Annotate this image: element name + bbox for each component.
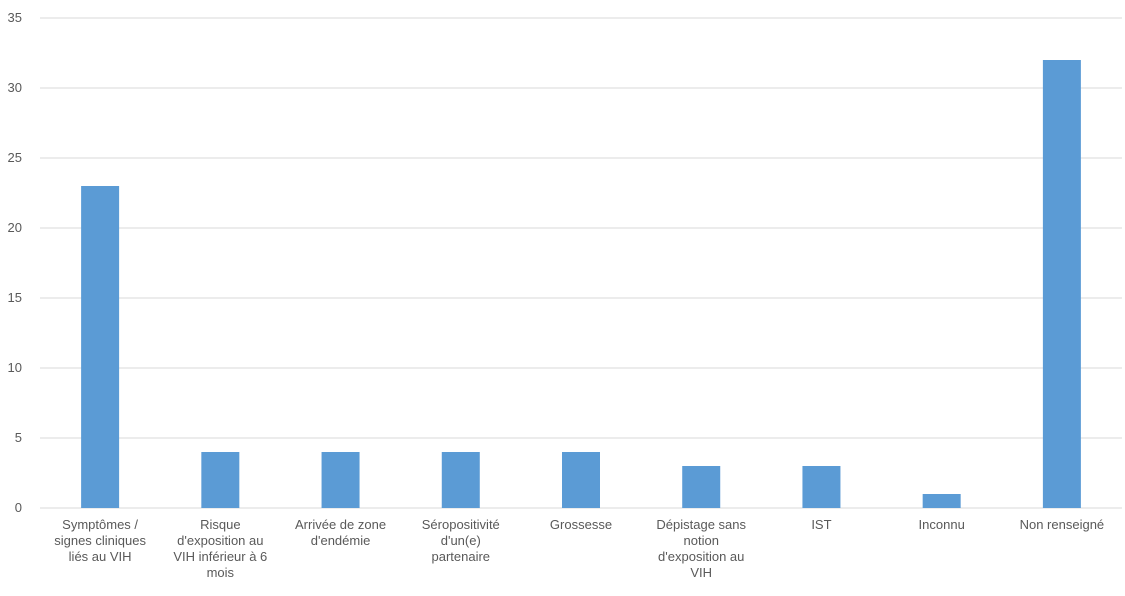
bar xyxy=(802,466,841,508)
bar xyxy=(562,452,600,508)
bar xyxy=(81,186,120,508)
y-axis-tick-labels: 0 5 10 15 20 25 30 35 xyxy=(8,10,22,515)
x-tick-label: Inconnu xyxy=(919,517,965,532)
x-tick-label-line: mois xyxy=(207,565,235,580)
bar xyxy=(922,494,961,508)
y-tick-label: 15 xyxy=(8,290,22,305)
x-tick-label-line: liés au VIH xyxy=(69,549,132,564)
y-tick-label: 5 xyxy=(15,430,22,445)
x-tick-label-line: Risque xyxy=(200,517,240,532)
x-tick-label: Dépistage sans notion d'exposition au VIH xyxy=(656,517,746,580)
x-tick-label-line: VIH inférieur à 6 xyxy=(173,549,267,564)
x-tick-label-line: d'un(e) xyxy=(441,533,481,548)
x-tick-label-line: Arrivée de zone xyxy=(295,517,386,532)
y-tick-label: 25 xyxy=(8,150,22,165)
y-tick-label: 30 xyxy=(8,80,22,95)
x-tick-label: Non renseigné xyxy=(1020,517,1105,532)
bar xyxy=(682,466,721,508)
y-tick-label: 10 xyxy=(8,360,22,375)
x-tick-label-line: notion xyxy=(684,533,719,548)
x-tick-label-line: Inconnu xyxy=(919,517,965,532)
x-tick-label-line: Grossesse xyxy=(550,517,612,532)
bar xyxy=(1042,60,1081,508)
x-axis-category-labels: Symptômes / signes cliniques liés au VIH Ri… xyxy=(54,517,1104,580)
x-tick-label-line: Symptômes / xyxy=(62,517,138,532)
gridlines xyxy=(40,17,1122,509)
y-tick-label: 35 xyxy=(8,10,22,25)
x-tick-label-line: d'exposition au xyxy=(658,549,744,564)
x-tick-label-line: Séropositivité xyxy=(422,517,500,532)
x-tick-label: Risque d'exposition au VIH inférieur à 6 mo… xyxy=(173,517,267,580)
x-tick-label-line: Non renseigné xyxy=(1020,517,1105,532)
y-tick-label: 20 xyxy=(8,220,22,235)
x-tick-label-line: signes cliniques xyxy=(54,533,146,548)
x-tick-label: Séropositivité d'un(e) partenaire xyxy=(422,517,500,564)
bar xyxy=(201,452,240,508)
bar xyxy=(321,452,360,508)
x-tick-label: Symptômes / signes cliniques liés au VIH xyxy=(54,517,146,564)
x-tick-label: Arrivée de zone d'endémie xyxy=(295,517,386,548)
x-tick-label-line: Dépistage sans xyxy=(656,517,746,532)
bars xyxy=(81,60,1081,508)
x-tick-label-line: d'endémie xyxy=(311,533,371,548)
x-tick-label-line: d'exposition au xyxy=(177,533,263,548)
x-tick-label: Grossesse xyxy=(550,517,612,532)
x-tick-label-line: IST xyxy=(811,517,831,532)
x-tick-label-line: VIH xyxy=(690,565,712,580)
x-tick-label: IST xyxy=(811,517,831,532)
x-tick-label-line: partenaire xyxy=(432,549,491,564)
y-tick-label: 0 xyxy=(15,500,22,515)
bar xyxy=(441,452,480,508)
